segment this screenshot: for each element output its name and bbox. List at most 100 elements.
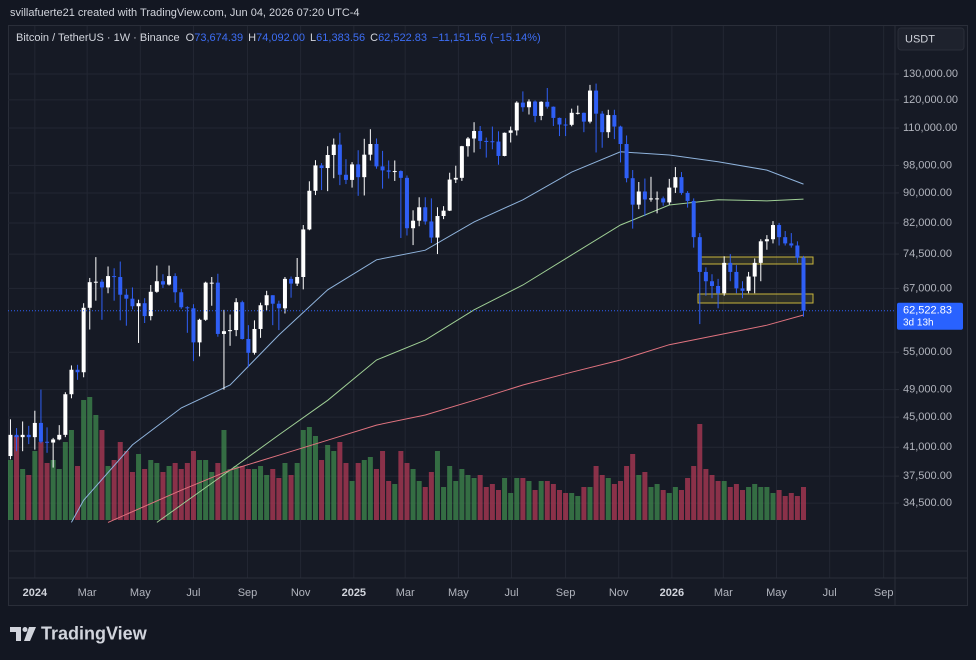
candle-body xyxy=(337,144,342,175)
candle-body xyxy=(655,198,660,200)
volume-bar xyxy=(617,481,623,520)
volume-bar xyxy=(44,463,50,520)
volume-bar xyxy=(306,427,312,520)
candle-body xyxy=(539,101,544,116)
candle-body xyxy=(167,276,172,285)
candle-body xyxy=(57,434,62,440)
candle-body xyxy=(587,90,592,122)
volume-bar xyxy=(502,478,508,520)
volume-bar xyxy=(691,466,697,520)
volume-bar xyxy=(434,451,440,520)
symbol: Bitcoin / TetherUS · 1W · Binance xyxy=(16,32,180,44)
candle-body xyxy=(289,278,294,284)
candle-body xyxy=(490,141,495,143)
y-tick-label: 49,000.00 xyxy=(903,383,952,395)
candle-body xyxy=(106,276,111,288)
candle-body xyxy=(26,434,31,438)
volume-bar xyxy=(495,490,501,520)
candle-body xyxy=(801,257,806,311)
volume-bar xyxy=(660,490,666,520)
candle-body xyxy=(606,115,611,133)
candle-body xyxy=(185,307,190,309)
volume-bar xyxy=(142,469,148,520)
volume-bar xyxy=(81,400,87,520)
candle-body xyxy=(551,106,556,118)
currency-box[interactable] xyxy=(897,27,965,51)
candle-body xyxy=(51,439,56,443)
candle-body xyxy=(343,174,348,180)
volume-bar xyxy=(87,397,93,520)
volume-bar xyxy=(587,487,593,520)
volume-bar xyxy=(209,472,215,520)
volume-bar xyxy=(203,460,209,520)
currency[interactable]: USDT xyxy=(905,33,935,45)
volume-bar xyxy=(739,490,745,520)
volume-bar xyxy=(685,478,691,520)
x-tick-label: May xyxy=(766,587,787,599)
volume-bar xyxy=(319,460,325,520)
x-tick-label: Jul xyxy=(186,587,200,599)
volume-bar xyxy=(50,460,56,520)
volume-bar xyxy=(270,469,276,520)
volume-bar xyxy=(678,490,684,520)
volume-bar xyxy=(563,493,569,520)
candle-body xyxy=(447,179,452,211)
candle-body xyxy=(75,369,80,373)
candle-body xyxy=(63,394,68,435)
brand-logo xyxy=(10,627,36,641)
volume-bar xyxy=(56,469,62,520)
volume-bar xyxy=(703,469,709,520)
volume-bar xyxy=(392,484,398,520)
candle-body xyxy=(301,229,306,278)
candle-body xyxy=(282,278,287,309)
y-tick-label: 90,000.00 xyxy=(903,187,952,199)
candle-body xyxy=(276,303,281,309)
volume-bar xyxy=(233,466,239,520)
y-tick-label: 67,000.00 xyxy=(903,282,952,294)
candle-body xyxy=(319,165,324,169)
volume-bar xyxy=(361,460,367,520)
volume-bar xyxy=(532,490,538,520)
candle-body xyxy=(81,307,86,373)
candle-body xyxy=(722,262,727,294)
legend-key: O xyxy=(186,32,195,44)
volume-bar xyxy=(75,466,81,520)
candle-body xyxy=(69,369,74,395)
candle-body xyxy=(667,187,672,203)
logo-mark xyxy=(22,627,28,632)
volume-bar xyxy=(111,460,117,520)
volume-bar xyxy=(483,487,489,520)
candle-body xyxy=(435,216,440,238)
volume-bar xyxy=(386,481,392,520)
volume-bar xyxy=(569,493,575,520)
candle-body xyxy=(630,178,635,205)
candle-body xyxy=(331,144,336,156)
candle-body xyxy=(295,277,300,284)
volume-bar xyxy=(733,484,739,520)
volume-bar xyxy=(154,463,160,520)
volume-bar xyxy=(160,472,166,520)
volume-bar xyxy=(172,463,178,520)
volume-bar xyxy=(416,481,422,520)
volume-bar xyxy=(575,496,581,520)
y-tick-label: 74,500.00 xyxy=(903,248,952,260)
x-tick-label: May xyxy=(448,587,469,599)
candle-body xyxy=(459,146,464,178)
candle-body xyxy=(508,130,513,133)
legend-value: 62,522.83 xyxy=(378,32,427,44)
candle-body xyxy=(575,112,580,114)
candle-body xyxy=(691,200,696,238)
candle-body xyxy=(14,434,19,438)
candle-body xyxy=(197,319,202,343)
volume-bar xyxy=(367,457,373,520)
candle-body xyxy=(142,303,147,317)
volume-bar xyxy=(654,484,660,520)
candle-body xyxy=(307,190,312,230)
volume-bar xyxy=(788,493,794,520)
volume-bar xyxy=(477,475,483,520)
candle-body xyxy=(228,330,233,332)
grid xyxy=(8,26,895,578)
volume-bar xyxy=(776,490,782,520)
candle-body xyxy=(783,237,788,244)
